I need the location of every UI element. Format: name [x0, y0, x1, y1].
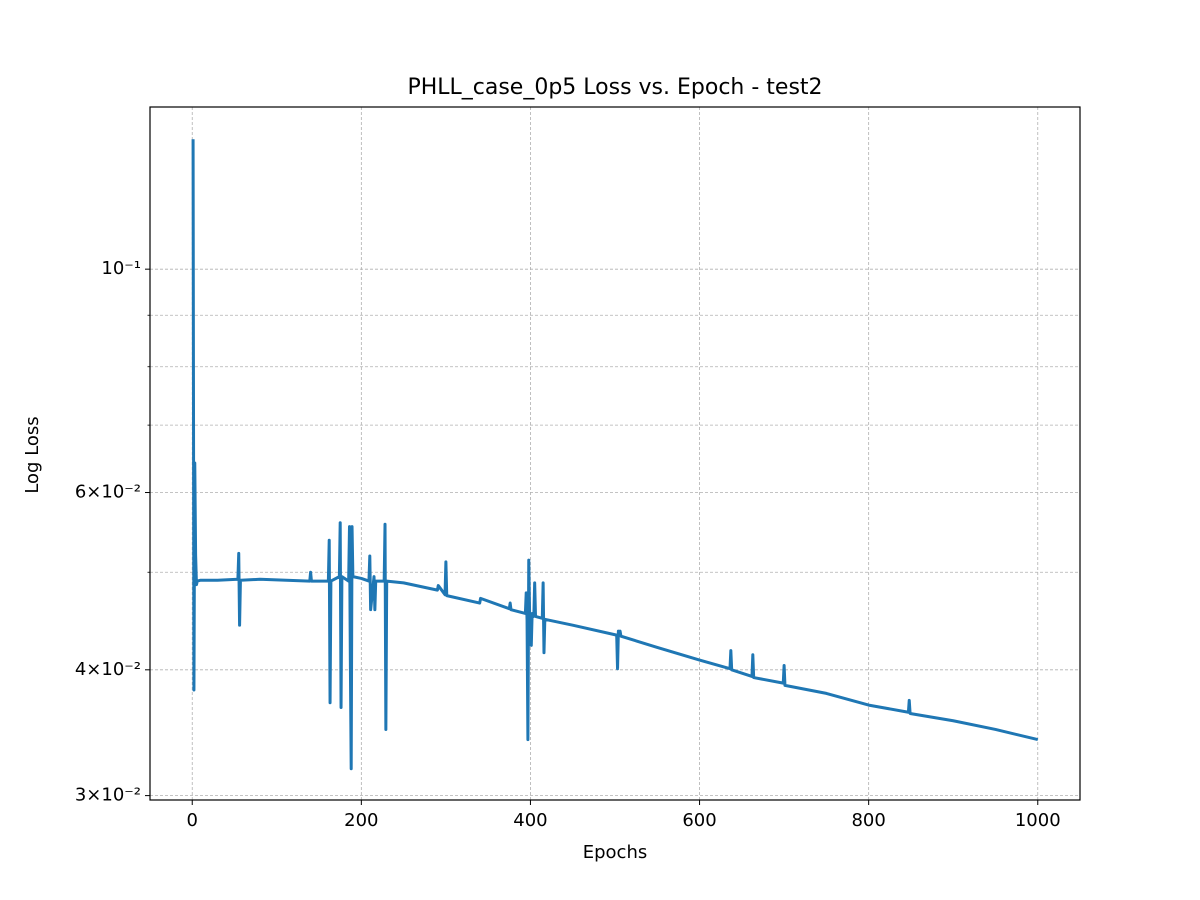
y-tick-label: 10⁻¹ [101, 258, 141, 279]
x-tick-label: 1000 [1015, 810, 1061, 831]
x-tick-label: 200 [344, 810, 378, 831]
x-tick-label: 0 [187, 810, 198, 831]
chart-title: PHLL_case_0p5 Loss vs. Epoch - test2 [407, 75, 822, 100]
y-tick-label: 4×10⁻² [75, 659, 141, 680]
loss-line [191, 139, 1039, 771]
x-tick-label: 600 [682, 810, 716, 831]
y-axis-label: Log Loss [22, 416, 43, 493]
y-tick-label: 3×10⁻² [75, 785, 141, 806]
x-tick-label: 400 [513, 810, 547, 831]
plot-frame [149, 106, 1081, 801]
x-axis-label: Epochs [583, 842, 648, 863]
x-tick-label: 800 [851, 810, 885, 831]
y-tick-label: 6×10⁻² [75, 482, 141, 503]
